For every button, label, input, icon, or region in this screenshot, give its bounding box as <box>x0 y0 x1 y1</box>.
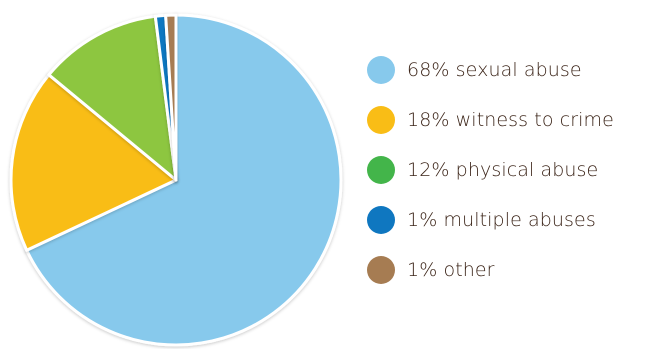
pie-slice-sexual-abuse <box>25 13 343 347</box>
legend-swatch-physical-abuse <box>367 156 395 184</box>
legend-label-multiple-abuses: 1% multiple abuses <box>407 209 596 231</box>
pie-slice-other <box>164 13 178 182</box>
chart-legend: 68% sexual abuse 18% witness to crime 12… <box>367 45 652 295</box>
legend-item-multiple-abuses: 1% multiple abuses <box>367 195 652 245</box>
legend-item-physical-abuse: 12% physical abuse <box>367 145 652 195</box>
pie-chart <box>9 13 343 347</box>
legend-label-sexual-abuse: 68% sexual abuse <box>407 59 582 81</box>
legend-item-witness-to-crime: 18% witness to crime <box>367 95 652 145</box>
legend-item-other: 1% other <box>367 245 652 295</box>
legend-swatch-witness-to-crime <box>367 106 395 134</box>
legend-swatch-other <box>367 256 395 284</box>
pie-slice-physical-abuse <box>47 14 178 182</box>
legend-swatch-multiple-abuses <box>367 206 395 234</box>
legend-swatch-sexual-abuse <box>367 56 395 84</box>
legend-item-sexual-abuse: 68% sexual abuse <box>367 45 652 95</box>
legend-label-physical-abuse: 12% physical abuse <box>407 159 599 181</box>
legend-label-witness-to-crime: 18% witness to crime <box>407 109 614 131</box>
pie-slices <box>9 13 343 347</box>
legend-label-other: 1% other <box>407 259 495 281</box>
pie-slice-witness-to-crime <box>9 73 178 252</box>
